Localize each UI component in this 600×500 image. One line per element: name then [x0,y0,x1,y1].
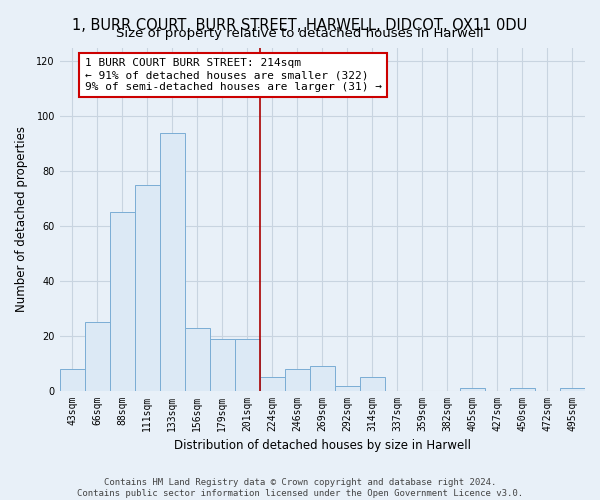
Y-axis label: Number of detached properties: Number of detached properties [15,126,28,312]
Bar [560,388,585,391]
Bar [335,386,360,391]
Bar [460,388,485,391]
Text: 1, BURR COURT, BURR STREET, HARWELL, DIDCOT, OX11 0DU: 1, BURR COURT, BURR STREET, HARWELL, DID… [73,18,527,32]
Bar [235,339,260,391]
Bar [59,369,85,391]
Bar [360,378,385,391]
Bar [185,328,210,391]
Bar [210,339,235,391]
Bar [110,212,135,391]
Text: Size of property relative to detached houses in Harwell: Size of property relative to detached ho… [116,28,484,40]
Bar [135,185,160,391]
Bar [310,366,335,391]
Bar [85,322,110,391]
Text: 1 BURR COURT BURR STREET: 214sqm
← 91% of detached houses are smaller (322)
9% o: 1 BURR COURT BURR STREET: 214sqm ← 91% o… [85,58,382,92]
Bar [260,378,285,391]
X-axis label: Distribution of detached houses by size in Harwell: Distribution of detached houses by size … [174,440,471,452]
Text: Contains HM Land Registry data © Crown copyright and database right 2024.
Contai: Contains HM Land Registry data © Crown c… [77,478,523,498]
Bar [285,369,310,391]
Bar [510,388,535,391]
Bar [160,132,185,391]
